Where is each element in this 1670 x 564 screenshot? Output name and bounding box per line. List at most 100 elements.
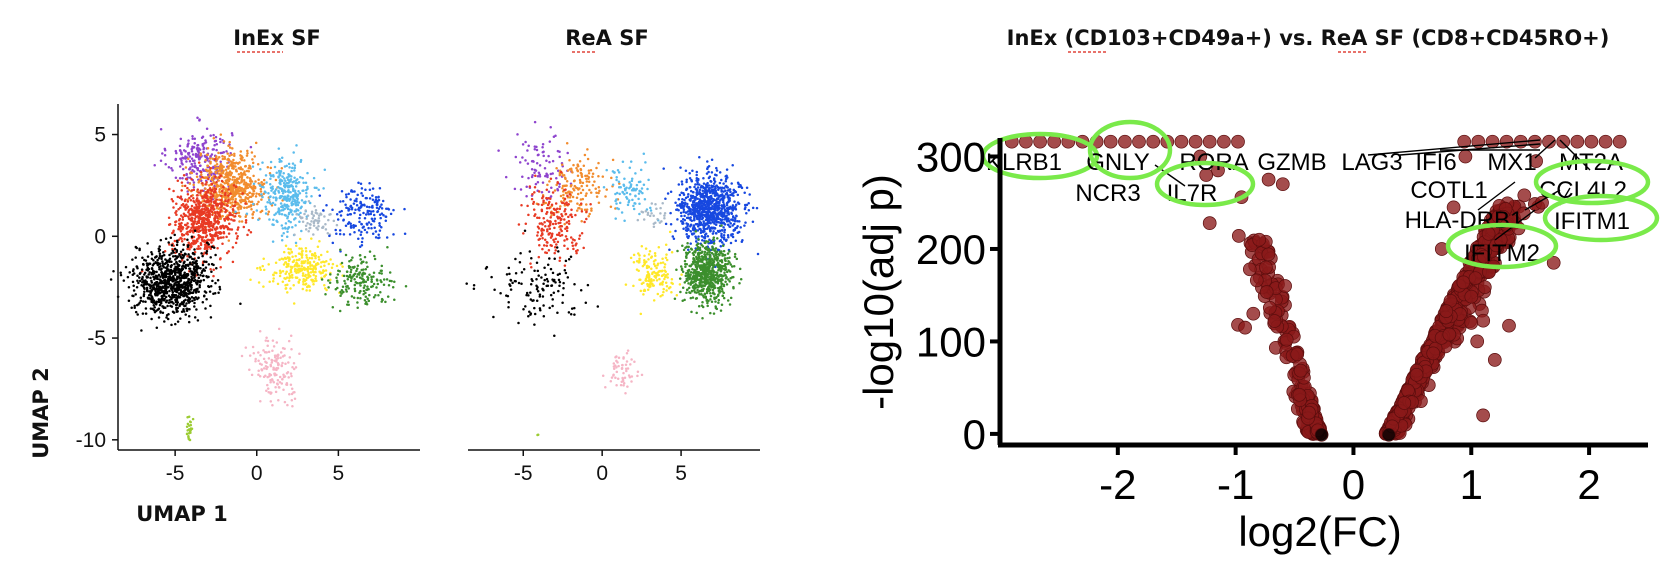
umap-point	[587, 176, 591, 179]
umap-point	[733, 218, 737, 222]
umap-cluster	[318, 181, 407, 253]
umap-point	[344, 193, 348, 196]
x-tick-label: -5	[166, 462, 185, 485]
umap-point	[364, 295, 368, 298]
umap-point	[254, 195, 258, 198]
umap-point	[548, 223, 552, 226]
umap-point	[365, 196, 368, 200]
umap-point	[294, 181, 298, 185]
umap-point	[237, 192, 241, 195]
umap-point	[680, 219, 683, 223]
umap-point	[252, 189, 256, 193]
umap-point	[563, 210, 566, 213]
umap-point	[283, 213, 287, 217]
umap-point	[367, 288, 370, 291]
umap-point	[276, 210, 280, 214]
umap-point	[291, 255, 294, 258]
umap-point	[172, 189, 175, 193]
umap-point	[545, 188, 549, 192]
umap-point	[141, 275, 144, 279]
umap-point	[150, 250, 153, 254]
umap-point	[201, 224, 205, 228]
umap-point	[201, 212, 204, 215]
umap-point	[274, 261, 278, 264]
umap-point	[224, 199, 227, 202]
umap-point	[705, 207, 709, 211]
umap-point	[328, 213, 331, 216]
umap-point	[190, 235, 194, 239]
umap-point	[169, 301, 173, 304]
umap-point	[676, 218, 679, 221]
umap-point	[575, 166, 578, 170]
umap-point	[282, 250, 286, 254]
umap-point	[571, 195, 575, 199]
umap-point	[188, 182, 192, 185]
umap-point	[316, 221, 320, 225]
umap-point	[373, 226, 376, 229]
umap-point	[559, 194, 563, 198]
umap-point	[202, 231, 205, 235]
umap-point	[187, 157, 190, 161]
umap-point	[669, 222, 673, 226]
umap-point	[356, 264, 360, 267]
umap-point	[293, 210, 296, 213]
umap-point	[617, 171, 621, 174]
umap-point	[622, 184, 626, 187]
umap-point	[316, 245, 320, 249]
umap-point	[258, 375, 262, 378]
umap-point	[179, 214, 183, 217]
umap-point	[180, 256, 184, 260]
umap-point	[559, 205, 562, 208]
umap-point	[231, 133, 234, 137]
umap-point	[219, 140, 222, 144]
umap-point	[722, 201, 725, 204]
umap-point	[564, 227, 567, 230]
umap-point	[706, 212, 709, 215]
umap-point	[314, 218, 317, 222]
umap-cluster	[234, 144, 327, 245]
umap-point	[266, 165, 270, 169]
umap-point	[112, 269, 115, 273]
umap-point	[161, 254, 164, 258]
umap-point	[554, 134, 557, 137]
umap-point	[179, 250, 183, 254]
umap-point	[249, 278, 252, 281]
umap-point	[358, 216, 361, 220]
umap-point	[695, 191, 699, 194]
umap-point	[259, 399, 262, 403]
umap-point	[310, 210, 314, 213]
umap-point	[236, 228, 239, 231]
umap-point	[360, 277, 364, 280]
umap-point	[179, 137, 183, 141]
umap-point	[652, 222, 656, 226]
umap-point	[380, 207, 384, 210]
umap-point	[311, 253, 314, 256]
umap-point	[197, 276, 201, 280]
umap-cluster	[662, 156, 760, 269]
umap-point	[342, 233, 346, 236]
umap-point	[291, 162, 295, 165]
umap-point	[720, 207, 724, 211]
umap-point	[609, 205, 613, 209]
umap-point	[574, 186, 578, 189]
umap-point	[176, 195, 180, 199]
umap-point	[372, 295, 376, 299]
umap-point	[585, 177, 588, 180]
umap-point	[176, 179, 180, 182]
umap-point	[294, 203, 298, 207]
umap-point	[580, 232, 584, 235]
umap-point	[195, 172, 199, 175]
umap-point	[355, 204, 359, 207]
umap-point	[239, 154, 242, 157]
umap-point	[207, 210, 210, 214]
umap-point	[514, 155, 518, 159]
umap-point	[554, 222, 558, 225]
umap-point	[305, 254, 308, 257]
umap-point	[284, 286, 288, 290]
umap-point	[730, 212, 734, 215]
umap-point	[264, 174, 268, 177]
umap-point	[344, 282, 347, 285]
umap-point	[344, 253, 348, 257]
umap-point	[254, 357, 257, 361]
umap-point	[707, 184, 711, 187]
